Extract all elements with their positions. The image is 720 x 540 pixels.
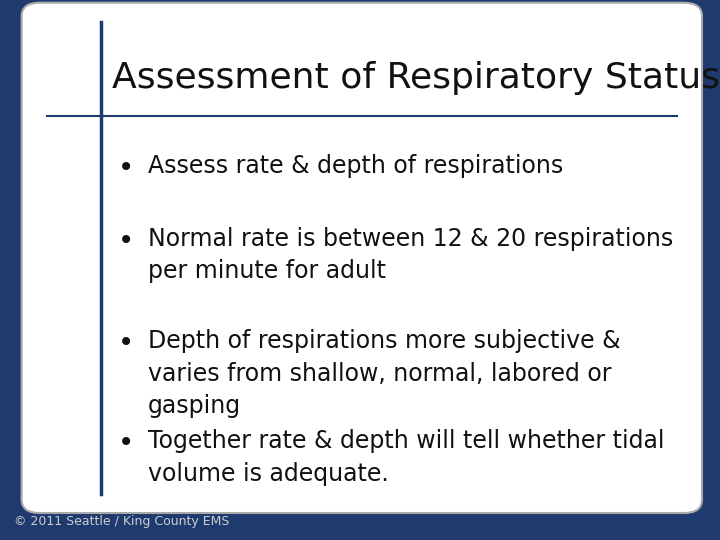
Text: •: • (118, 154, 134, 182)
Text: © 2011 Seattle / King County EMS: © 2011 Seattle / King County EMS (14, 515, 230, 528)
Text: •: • (118, 429, 134, 457)
Text: •: • (118, 227, 134, 255)
Text: Normal rate is between 12 & 20 respirations
per minute for adult: Normal rate is between 12 & 20 respirati… (148, 227, 673, 284)
Text: Assess rate & depth of respirations: Assess rate & depth of respirations (148, 154, 563, 178)
Text: Assessment of Respiratory Status: Assessment of Respiratory Status (112, 62, 719, 95)
Text: Depth of respirations more subjective &
varies from shallow, normal, labored or
: Depth of respirations more subjective & … (148, 329, 620, 418)
FancyBboxPatch shape (22, 3, 702, 513)
Text: Together rate & depth will tell whether tidal
volume is adequate.: Together rate & depth will tell whether … (148, 429, 664, 486)
Text: •: • (118, 329, 134, 357)
